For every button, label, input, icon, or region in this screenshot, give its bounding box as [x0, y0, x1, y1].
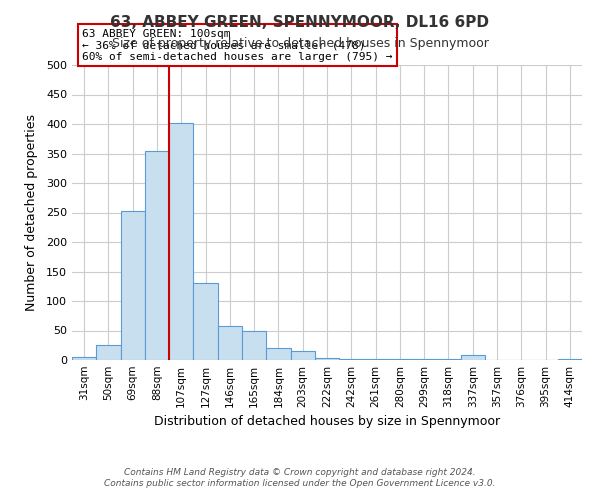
Bar — [436, 359, 461, 360]
Bar — [558, 359, 582, 360]
Bar — [315, 358, 339, 360]
Bar — [461, 356, 485, 360]
Text: Size of property relative to detached houses in Spennymoor: Size of property relative to detached ho… — [112, 38, 488, 51]
Text: Contains HM Land Registry data © Crown copyright and database right 2024.
Contai: Contains HM Land Registry data © Crown c… — [104, 468, 496, 487]
Bar — [96, 345, 121, 360]
Bar — [364, 359, 388, 360]
Y-axis label: Number of detached properties: Number of detached properties — [25, 114, 38, 311]
Bar — [121, 212, 145, 360]
Bar — [72, 357, 96, 360]
Bar — [145, 150, 169, 360]
Bar — [412, 359, 436, 360]
Bar — [218, 326, 242, 360]
Bar — [193, 284, 218, 360]
Bar — [388, 359, 412, 360]
Text: 63 ABBEY GREEN: 100sqm
← 36% of detached houses are smaller (478)
60% of semi-de: 63 ABBEY GREEN: 100sqm ← 36% of detached… — [82, 29, 392, 62]
Bar — [290, 351, 315, 360]
Bar — [169, 123, 193, 360]
Bar — [242, 330, 266, 360]
Bar — [266, 348, 290, 360]
X-axis label: Distribution of detached houses by size in Spennymoor: Distribution of detached houses by size … — [154, 416, 500, 428]
Text: 63, ABBEY GREEN, SPENNYMOOR, DL16 6PD: 63, ABBEY GREEN, SPENNYMOOR, DL16 6PD — [110, 15, 490, 30]
